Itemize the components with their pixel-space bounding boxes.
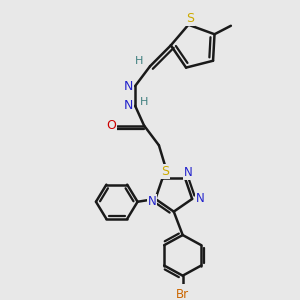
Text: N: N: [196, 192, 205, 206]
Text: N: N: [148, 195, 156, 208]
Text: N: N: [184, 166, 193, 179]
Text: H: H: [140, 97, 148, 106]
Text: O: O: [106, 119, 116, 132]
Text: N: N: [124, 99, 133, 112]
Text: S: S: [186, 12, 194, 25]
Text: Br: Br: [176, 287, 189, 300]
Text: H: H: [134, 56, 143, 66]
Text: S: S: [161, 165, 169, 178]
Text: N: N: [124, 80, 133, 92]
